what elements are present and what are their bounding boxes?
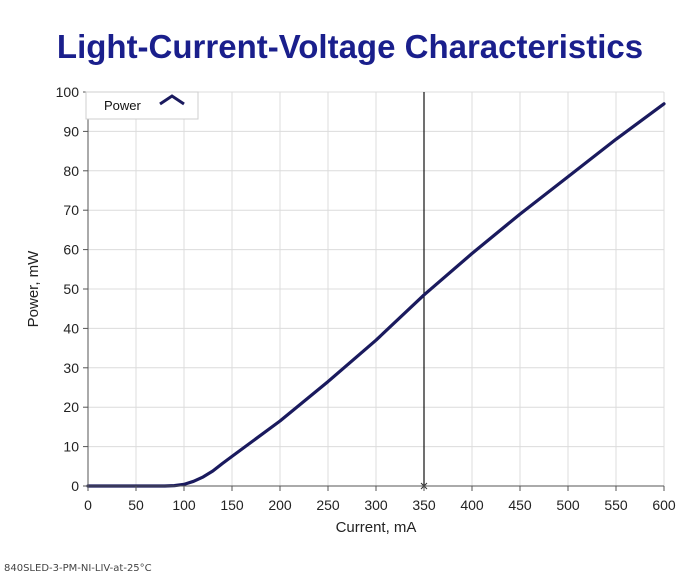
data-point [423, 294, 425, 296]
y-tick-label: 30 [63, 360, 79, 376]
data-point [567, 175, 569, 178]
x-tick-label: 400 [460, 497, 484, 513]
data-point [255, 437, 257, 440]
x-tick-label: 100 [172, 497, 196, 513]
y-tick-label: 10 [63, 439, 79, 455]
data-point [327, 380, 329, 383]
y-tick-label: 80 [63, 163, 79, 179]
y-tick-label: 100 [56, 84, 80, 100]
x-tick-label: 250 [316, 497, 340, 513]
x-tick-label: 0 [84, 497, 92, 513]
y-tick-label: 70 [63, 202, 79, 218]
x-tick-label: 450 [508, 497, 532, 513]
line-chart: 0 50 100 150 200 250 300 350 400 450 500 550 600 0 10… [25, 84, 676, 536]
y-axis-ticks: 0 10 20 30 40 50 60 70 80 90 100 [56, 84, 88, 494]
legend-line-swatch [159, 94, 185, 106]
legend-label: Power [104, 98, 142, 113]
x-tick-label: 200 [268, 497, 292, 513]
legend[interactable]: Power [85, 91, 199, 120]
data-point [519, 213, 521, 215]
chart-title: Light-Current-Voltage Characteristics [56, 28, 644, 65]
x-tick-label: 300 [364, 497, 388, 513]
y-tick-label: 90 [63, 123, 79, 139]
x-tick-label: 350 [412, 497, 436, 513]
data-point [183, 483, 185, 486]
data-point [615, 138, 617, 141]
x-axis-ticks: 0 50 100 150 200 250 300 350 400 450 500 550 600 [84, 486, 676, 513]
data-point [375, 339, 377, 342]
data-point [279, 420, 281, 422]
x-tick-label: 150 [220, 497, 244, 513]
x-tick-label: 550 [604, 497, 628, 513]
grid-lines [87, 91, 665, 487]
y-tick-label: 50 [63, 281, 79, 297]
legend-box [85, 91, 199, 120]
data-point [471, 252, 473, 255]
data-point [202, 476, 204, 478]
data-point [192, 480, 195, 483]
y-tick-label: 60 [63, 242, 79, 258]
image-caption: 840SLED-3-PM-NI-LIV-at-25°C [4, 563, 152, 574]
x-tick-label: 50 [128, 497, 144, 513]
y-tick-label: 0 [71, 478, 79, 494]
y-tick-label: 20 [63, 399, 79, 415]
data-point [221, 462, 224, 465]
data-point [231, 455, 233, 458]
data-point [663, 103, 665, 105]
y-axis-label: Power, mW [25, 250, 42, 328]
x-tick-label: 600 [652, 497, 676, 513]
y-tick-label: 40 [63, 320, 79, 336]
data-point [212, 470, 214, 472]
x-tick-label: 500 [556, 497, 580, 513]
x-axis-label: Current, mA [336, 519, 417, 536]
